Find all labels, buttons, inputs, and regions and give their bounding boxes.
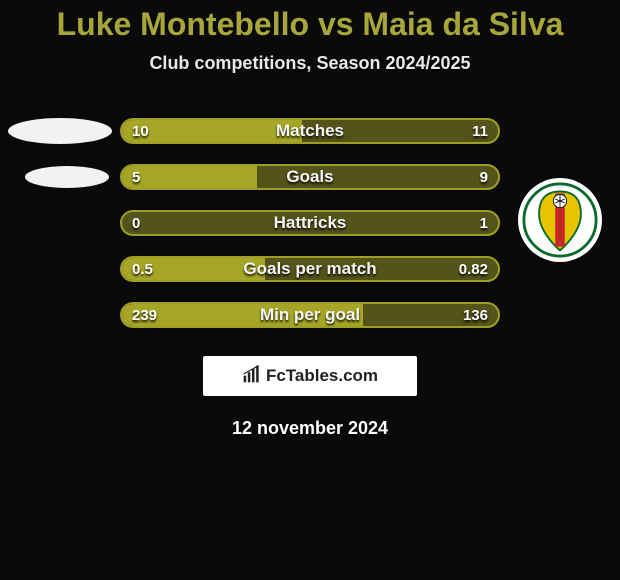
stat-label: Matches	[122, 120, 498, 142]
stat-label: Hattricks	[122, 212, 498, 234]
right-slot	[500, 295, 620, 335]
stat-bar: 5Goals9	[120, 164, 500, 190]
player1-name: Luke Montebello	[57, 6, 309, 42]
stat-label: Goals per match	[122, 258, 498, 280]
stat-value-right: 9	[480, 166, 488, 188]
stat-value-right: 1	[480, 212, 488, 234]
stat-row: 239Min per goal136	[0, 292, 620, 338]
stat-value-right: 11	[472, 120, 488, 142]
stat-value-right: 0.82	[459, 258, 488, 280]
club-badge-right	[518, 178, 602, 262]
subtitle: Club competitions, Season 2024/2025	[0, 53, 620, 74]
player1-placeholder-icon	[25, 166, 109, 188]
vs-label: vs	[318, 6, 354, 42]
stat-bar: 0.5Goals per match0.82	[120, 256, 500, 282]
left-slot	[0, 157, 120, 197]
left-slot	[0, 295, 120, 335]
stat-row: 10Matches11	[0, 108, 620, 154]
player1-placeholder-icon	[8, 118, 112, 144]
birkirkara-fc-badge-icon	[522, 182, 598, 258]
attribution-text: FcTables.com	[266, 366, 378, 386]
left-slot	[0, 249, 120, 289]
right-slot	[500, 111, 620, 151]
date-label: 12 november 2024	[0, 418, 620, 439]
left-slot	[0, 111, 120, 151]
player2-name: Maia da Silva	[362, 6, 563, 42]
stat-label: Goals	[122, 166, 498, 188]
attribution-icon	[242, 364, 262, 389]
stat-bar: 0Hattricks1	[120, 210, 500, 236]
stat-label: Min per goal	[122, 304, 498, 326]
left-slot	[0, 203, 120, 243]
stat-bar: 239Min per goal136	[120, 302, 500, 328]
stat-value-right: 136	[463, 304, 488, 326]
stat-bar: 10Matches11	[120, 118, 500, 144]
page-title: Luke Montebello vs Maia da Silva	[0, 6, 620, 43]
attribution-badge: FcTables.com	[203, 356, 417, 396]
